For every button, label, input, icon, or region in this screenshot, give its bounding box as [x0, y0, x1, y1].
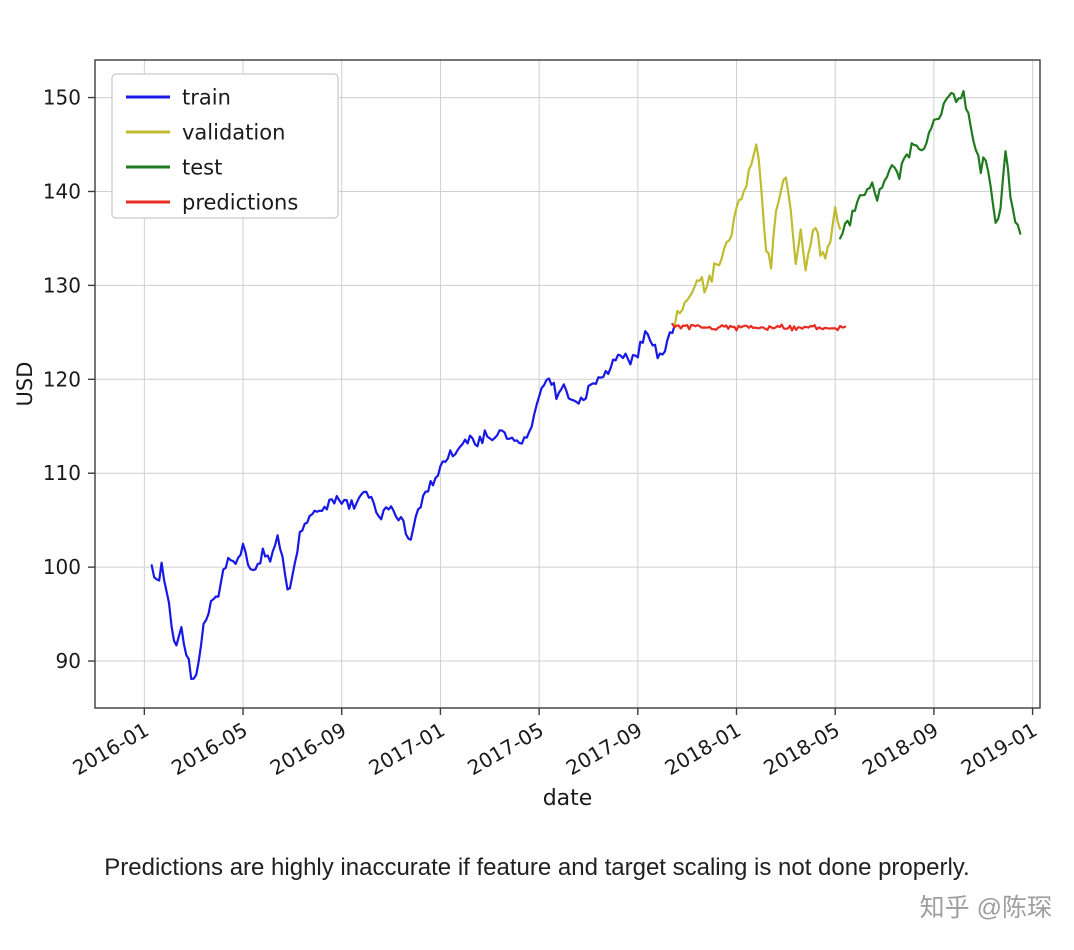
x-axis-label: date	[543, 786, 593, 811]
legend-label-predictions: predictions	[182, 190, 298, 214]
series-train-line	[150, 323, 676, 681]
legend-label-train: train	[182, 85, 231, 109]
y-tick-label: 110	[43, 461, 81, 485]
y-tick-label: 100	[43, 555, 81, 579]
legend-label-test: test	[182, 155, 222, 179]
x-tick-label: 2017-01	[365, 718, 449, 781]
series-predictions-line	[671, 322, 847, 332]
x-tick-label: 2017-05	[463, 718, 547, 781]
x-tick-label: 2018-05	[759, 718, 843, 781]
figure-caption: Predictions are highly inaccurate if fea…	[104, 854, 970, 881]
y-axis-label: USD	[13, 362, 37, 407]
x-tick-label: 2016-05	[167, 718, 251, 781]
x-tick-label: 2017-09	[562, 718, 646, 781]
watermark-text: 知乎 @陈琛	[919, 894, 1052, 922]
x-tick-label: 2019-01	[957, 718, 1041, 781]
legend-box	[111, 73, 339, 219]
y-tick-label: 150	[43, 86, 81, 110]
x-tick-label: 2018-01	[661, 718, 745, 781]
x-tick-label: 2016-01	[68, 718, 152, 781]
x-tick-label: 2018-09	[858, 718, 942, 781]
y-tick-label: 120	[43, 367, 81, 391]
series-validation-line	[673, 143, 842, 326]
axes-spines	[94, 59, 1041, 709]
x-tick-label: 2016-09	[266, 718, 350, 781]
y-tick-label: 130	[43, 273, 81, 297]
y-tick-label: 140	[43, 179, 81, 203]
series-test-line	[838, 89, 1022, 240]
legend-label-validation: validation	[182, 120, 285, 144]
y-tick-label: 90	[56, 649, 81, 673]
price-chart: 90 100 110 120 130 140 150 2016-01 2016-05 2016-0…	[13, 59, 1042, 811]
